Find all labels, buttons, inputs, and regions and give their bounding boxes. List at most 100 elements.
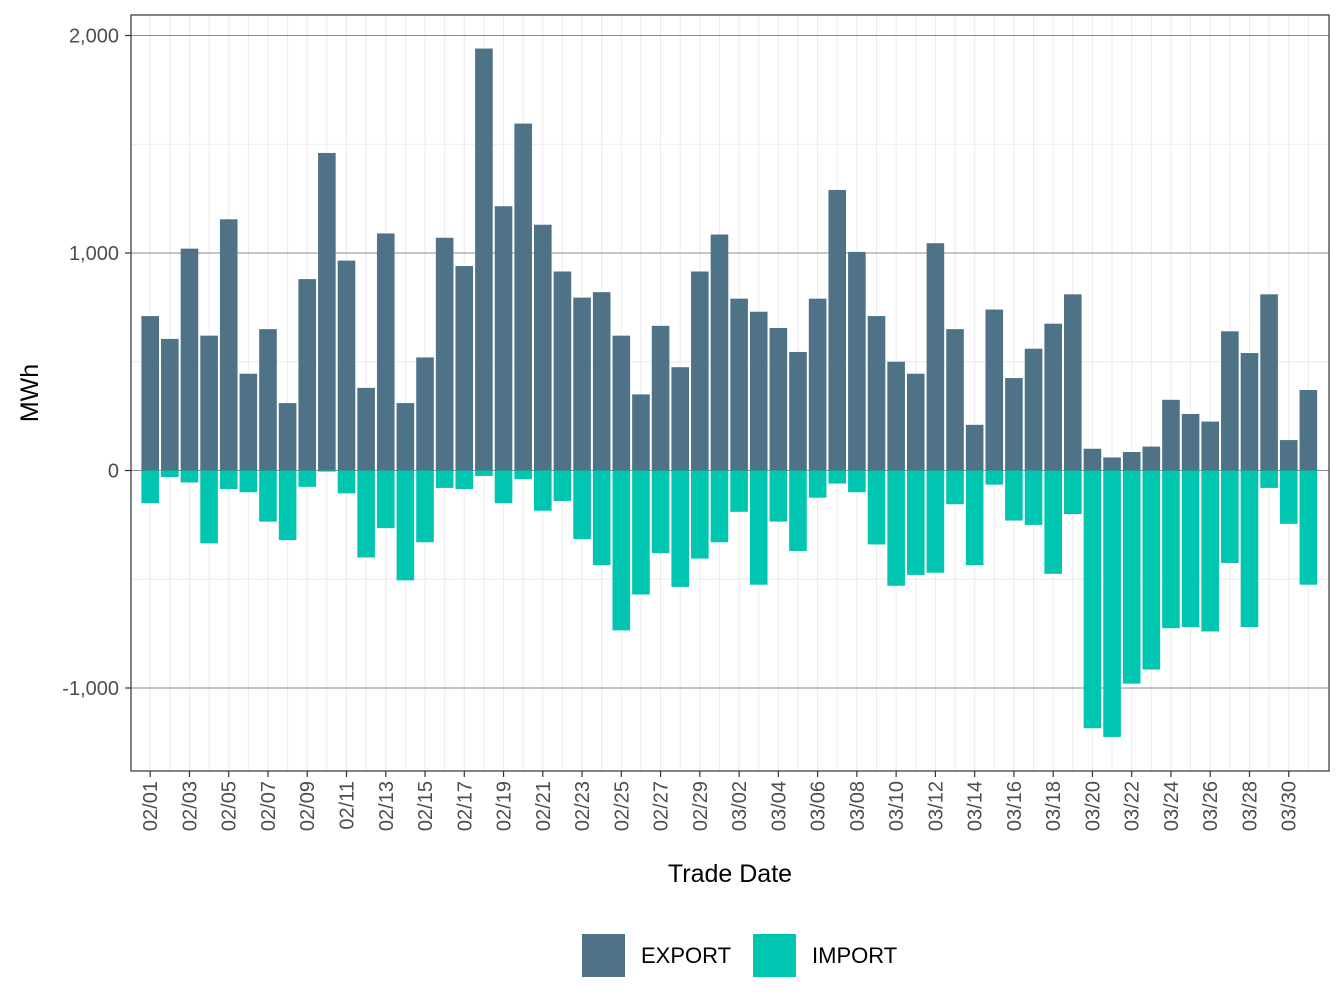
- bar-import-03/21: [1103, 470, 1121, 737]
- x-tick-label: 02/27: [651, 781, 673, 831]
- x-tick-label: 02/09: [297, 781, 319, 831]
- x-tick-label: 03/24: [1161, 781, 1183, 831]
- bar-export-03/04: [769, 328, 788, 471]
- bar-import-02/23: [573, 470, 591, 540]
- bar-export-03/08: [848, 251, 866, 471]
- x-tick-label: 03/02: [729, 781, 751, 831]
- bar-export-02/18: [475, 48, 493, 471]
- bar-import-03/08: [848, 470, 866, 493]
- bar-import-02/28: [671, 470, 690, 587]
- bar-export-03/24: [1162, 399, 1180, 471]
- bar-import-03/05: [789, 470, 807, 551]
- bar-export-02/16: [435, 237, 454, 471]
- bar-export-02/29: [691, 271, 709, 471]
- x-tick-label: 02/01: [140, 781, 162, 831]
- bars: [141, 48, 1318, 737]
- bar-export-03/20: [1083, 448, 1102, 471]
- bar-export-02/10: [318, 152, 336, 471]
- bar-export-03/21: [1103, 457, 1121, 471]
- bar-export-02/22: [553, 271, 572, 471]
- bar-export-03/29: [1260, 294, 1278, 471]
- bar-export-02/19: [494, 206, 513, 471]
- bar-export-02/13: [376, 233, 395, 471]
- bar-export-03/01: [710, 234, 729, 471]
- bar-export-02/11: [337, 260, 356, 471]
- legend-label-export: EXPORT: [641, 943, 731, 968]
- x-tick-label: 02/17: [454, 781, 476, 831]
- bar-export-03/27: [1221, 331, 1239, 471]
- bar-export-02/04: [200, 335, 218, 471]
- bar-import-03/30: [1279, 470, 1298, 524]
- bar-export-02/26: [632, 394, 650, 471]
- bar-import-02/18: [475, 470, 493, 476]
- bar-export-02/07: [259, 329, 277, 471]
- bar-import-02/19: [494, 470, 513, 504]
- bar-import-03/04: [769, 470, 788, 522]
- bar-import-03/31: [1299, 470, 1318, 585]
- bar-import-02/03: [180, 470, 199, 483]
- x-tick-label: 02/05: [219, 781, 241, 831]
- bar-export-03/31: [1299, 390, 1318, 471]
- bar-import-02/29: [691, 470, 709, 559]
- bar-export-02/15: [416, 357, 434, 471]
- plot-panel-border: [130, 14, 1330, 772]
- bar-import-02/06: [239, 470, 258, 493]
- bar-export-03/16: [1005, 378, 1023, 471]
- bar-import-03/14: [965, 470, 984, 566]
- bar-import-03/03: [749, 470, 768, 585]
- bar-export-03/11: [906, 373, 925, 471]
- bar-import-02/20: [514, 470, 532, 480]
- x-tick-label: 03/26: [1200, 781, 1222, 831]
- bar-export-02/12: [357, 387, 375, 471]
- bar-import-03/19: [1064, 470, 1082, 514]
- bar-import-03/02: [730, 470, 748, 512]
- x-tick-label: 03/18: [1043, 781, 1065, 831]
- bar-export-03/28: [1240, 353, 1259, 471]
- bar-export-02/28: [671, 367, 690, 471]
- y-tick-label: 2,000: [69, 26, 119, 48]
- x-tick-label: 02/13: [376, 781, 398, 831]
- x-axis-title: Trade Date: [668, 860, 792, 888]
- bar-import-02/09: [298, 470, 317, 487]
- bar-import-03/20: [1083, 470, 1102, 729]
- bar-import-02/17: [455, 470, 474, 489]
- x-tick-label: 02/15: [415, 781, 437, 831]
- y-axis-title: MWh: [16, 364, 44, 422]
- bar-import-02/13: [376, 470, 395, 529]
- x-tick-label: 02/25: [611, 781, 633, 831]
- bar-export-02/06: [239, 373, 258, 471]
- x-tick-label: 02/23: [572, 781, 594, 831]
- bar-export-03/30: [1279, 440, 1298, 471]
- x-tick-label: 02/03: [179, 781, 201, 831]
- bar-import-02/10: [318, 470, 336, 472]
- bar-import-02/22: [553, 470, 572, 501]
- bar-import-03/22: [1122, 470, 1141, 684]
- bar-import-03/12: [926, 470, 945, 573]
- bar-import-02/12: [357, 470, 375, 558]
- bar-export-02/21: [534, 224, 552, 471]
- bar-export-02/20: [514, 123, 532, 471]
- bar-import-02/05: [219, 470, 238, 489]
- bar-import-02/01: [141, 470, 159, 504]
- bar-export-03/02: [730, 298, 748, 471]
- bar-export-03/09: [867, 316, 886, 471]
- bar-export-03/07: [828, 189, 847, 471]
- bar-import-02/21: [534, 470, 552, 511]
- bar-export-03/05: [789, 351, 807, 471]
- x-tick-label: 03/14: [965, 781, 987, 831]
- bar-import-02/04: [200, 470, 218, 544]
- bar-import-03/07: [828, 470, 847, 484]
- bar-export-03/06: [808, 298, 827, 471]
- legend-label-import: IMPORT: [812, 943, 897, 968]
- x-tick-label: 02/07: [258, 781, 280, 831]
- bar-export-03/17: [1024, 348, 1043, 471]
- bar-import-02/07: [259, 470, 277, 522]
- x-tick-label: 03/04: [768, 781, 790, 831]
- bar-import-02/16: [435, 470, 454, 488]
- bar-import-02/25: [612, 470, 631, 631]
- bar-export-02/03: [180, 248, 199, 471]
- bar-import-02/27: [651, 470, 670, 554]
- bar-export-02/09: [298, 279, 317, 471]
- bar-import-03/28: [1240, 470, 1259, 628]
